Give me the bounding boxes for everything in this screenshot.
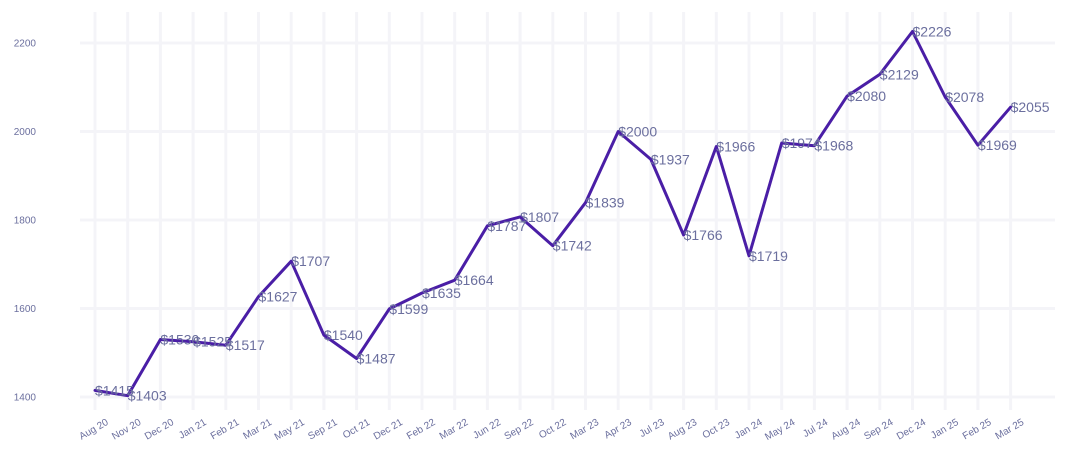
x-tick-label: Feb 22	[405, 417, 438, 442]
series-line-group	[93, 30, 1013, 398]
data-label: $2129	[880, 66, 919, 82]
x-tick-label: May 21	[273, 417, 307, 443]
x-tick-label: Sep 22	[503, 417, 536, 443]
x-tick-label: Aug 23	[666, 417, 699, 443]
data-label: $1974	[782, 135, 821, 151]
data-label: $2080	[847, 88, 886, 104]
x-tick-label: Jan 25	[929, 417, 961, 442]
data-label: $1635	[422, 285, 461, 301]
data-label: $1719	[749, 248, 788, 264]
data-label: $1517	[226, 337, 265, 353]
data-labels: $1415$1403 $1530$1525$1517 $1627 $1707 $1540…	[95, 23, 1050, 403]
x-tick-label: Mar 22	[438, 417, 471, 442]
x-tick-label: Aug 24	[830, 417, 863, 443]
grid	[80, 12, 1055, 410]
x-tick-label: Oct 21	[341, 417, 372, 441]
data-label: $1403	[128, 388, 167, 404]
x-tick-label: Jun 22	[471, 417, 503, 442]
data-label: $1766	[684, 227, 723, 243]
data-label: $1487	[357, 351, 396, 367]
data-label: $1599	[389, 301, 428, 317]
y-tick-label: 1400	[14, 393, 37, 404]
x-tick-label: Apr 23	[603, 417, 634, 441]
x-tick-label: Mar 25	[994, 417, 1027, 442]
x-tick-label: Oct 23	[701, 417, 732, 441]
x-tick-label: Feb 25	[961, 417, 994, 442]
x-tick-label: Dec 21	[372, 417, 405, 443]
data-label: $1968	[814, 138, 853, 154]
y-tick-label: 1800	[14, 216, 37, 227]
data-label: $1530	[160, 331, 199, 347]
data-label: $2226	[913, 23, 952, 39]
data-label: $1807	[520, 209, 559, 225]
x-tick-label: Oct 22	[537, 417, 568, 441]
x-tick-label: Jul 24	[801, 417, 830, 440]
data-label: $1937	[651, 151, 690, 167]
x-tick-label: Mar 23	[569, 417, 602, 442]
data-label: $1664	[455, 272, 494, 288]
x-axis: Aug 20 Nov 20 Dec 20 Jan 21 Feb 21 Mar 21May …	[78, 417, 1027, 443]
data-label: $1415	[95, 382, 134, 398]
x-tick-label: Jan 24	[733, 417, 765, 442]
series-line	[93, 30, 1013, 398]
x-tick-label: Jul 23	[638, 417, 667, 440]
data-label: $1707	[291, 253, 330, 269]
x-tick-label: Feb 21	[209, 417, 242, 442]
data-label: $2078	[945, 89, 984, 105]
y-tick-label: 2200	[14, 39, 37, 50]
data-label: $2000	[618, 124, 657, 140]
x-tick-label: Dec 24	[895, 417, 928, 443]
x-tick-label: Mar 21	[242, 417, 275, 442]
data-label: $2055	[1011, 99, 1050, 115]
x-tick-label: Aug 20	[78, 417, 111, 443]
y-axis: 1400 1600 1800 2000 2200	[14, 39, 37, 404]
data-label: $1969	[978, 137, 1017, 153]
y-tick-label: 1600	[14, 304, 37, 315]
x-tick-label: Sep 21	[306, 417, 339, 443]
data-label: $1540	[324, 327, 363, 343]
data-label: $1787	[487, 218, 526, 234]
x-tick-label: Sep 24	[862, 417, 895, 443]
x-tick-label: May 24	[763, 417, 797, 443]
data-label: $1742	[553, 238, 592, 254]
x-tick-label: Dec 20	[143, 417, 176, 443]
data-label: $1966	[716, 139, 755, 155]
data-label: $1525	[193, 334, 232, 350]
data-label: $1627	[259, 289, 298, 305]
y-tick-label: 2000	[14, 127, 37, 138]
x-tick-label: Jan 21	[177, 417, 209, 442]
data-label: $1839	[586, 195, 625, 211]
x-tick-label: Nov 20	[110, 417, 143, 443]
